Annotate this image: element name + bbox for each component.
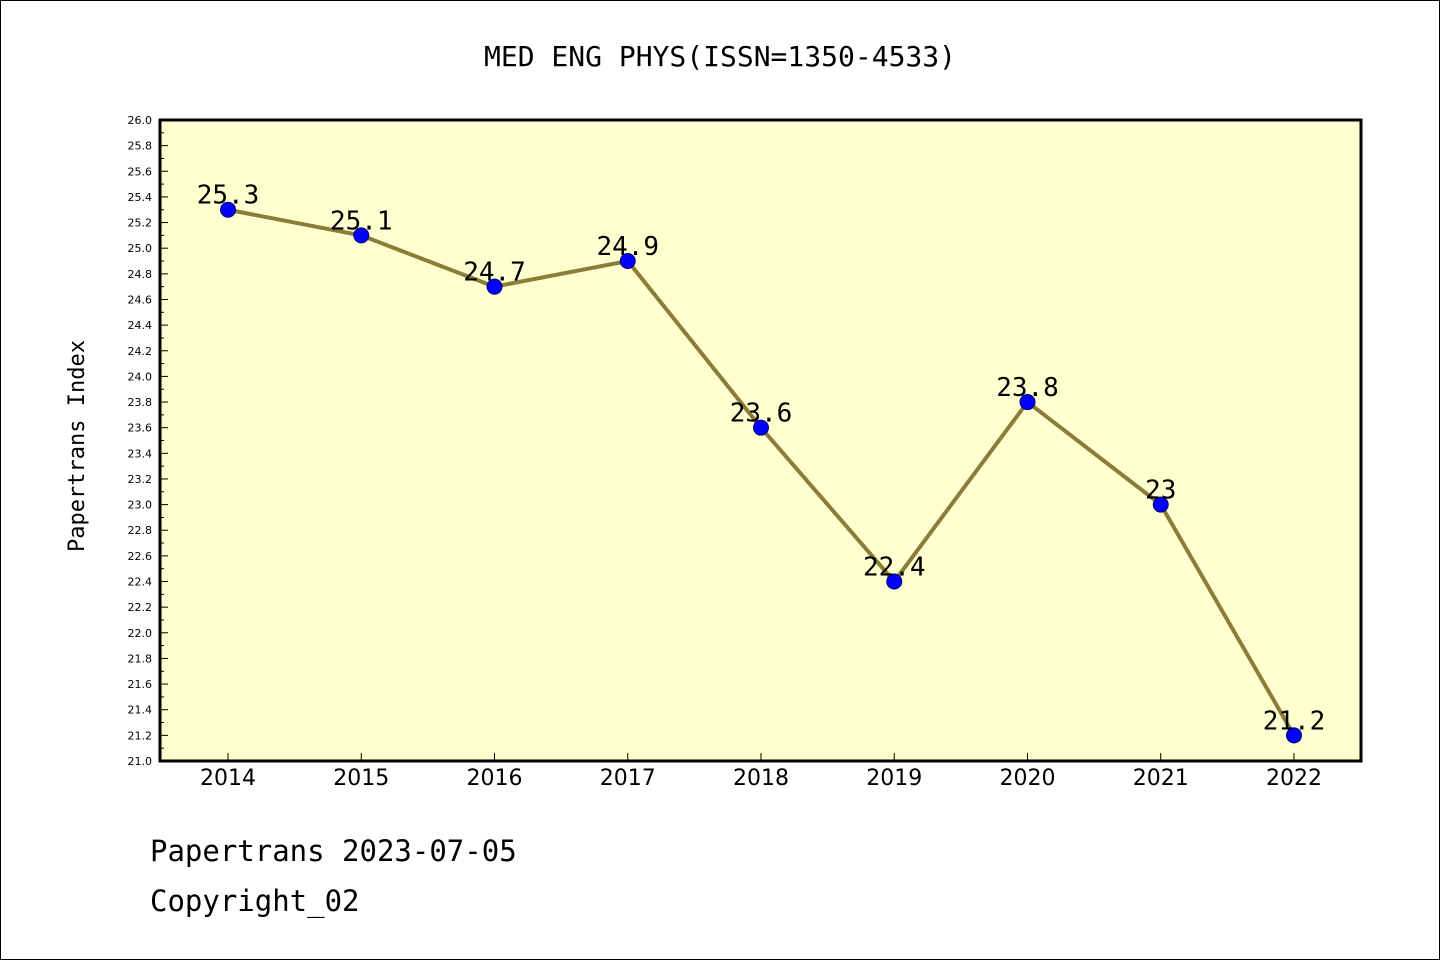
y-tick-label: 22.0 bbox=[128, 627, 153, 640]
y-tick-label: 21.2 bbox=[128, 729, 153, 742]
x-tick-label: 2015 bbox=[333, 766, 389, 791]
x-axis-ticks: 2014 2015 2016 2017 2018 2019 2020 2021 2022 bbox=[200, 753, 1322, 791]
y-tick-label: 25.0 bbox=[128, 242, 153, 255]
data-point bbox=[1019, 394, 1036, 411]
y-tick-label: 21.8 bbox=[128, 652, 153, 665]
y-tick-label: 24.4 bbox=[128, 319, 153, 332]
data-point bbox=[1152, 496, 1169, 513]
y-tick-label: 24.0 bbox=[128, 370, 153, 383]
x-tick-label: 2014 bbox=[200, 766, 256, 791]
y-tick-label: 25.4 bbox=[128, 191, 153, 204]
chart-title: MED ENG PHYS(ISSN=1350-4533) bbox=[484, 40, 956, 73]
y-tick-label: 25.6 bbox=[128, 165, 153, 178]
y-tick-label: 23.4 bbox=[128, 447, 153, 460]
y-tick-label: 21.4 bbox=[128, 704, 153, 717]
data-points bbox=[220, 201, 1302, 744]
data-point bbox=[753, 419, 769, 436]
x-tick-label: 2016 bbox=[467, 766, 523, 791]
y-tick-label: 21.0 bbox=[128, 755, 153, 768]
data-label: 25.1 bbox=[330, 206, 393, 236]
data-point bbox=[619, 253, 636, 270]
y-tick-label: 26.0 bbox=[128, 114, 153, 127]
y-tick-label: 24.2 bbox=[128, 345, 153, 358]
x-tick-label: 2021 bbox=[1133, 766, 1189, 791]
data-point bbox=[886, 573, 903, 590]
plot-area bbox=[160, 120, 1361, 761]
y-tick-label: 23.0 bbox=[128, 499, 153, 512]
x-tick-label: 2017 bbox=[600, 766, 656, 791]
footer-date: Papertrans 2023-07-05 bbox=[150, 834, 517, 868]
y-tick-label: 25.2 bbox=[128, 217, 153, 230]
footer-copyright: Copyright_02 bbox=[150, 884, 360, 918]
y-tick-label: 24.6 bbox=[128, 293, 153, 306]
data-label: 24.9 bbox=[596, 232, 659, 262]
data-point bbox=[1286, 727, 1302, 744]
data-label: 21.2 bbox=[1263, 706, 1326, 736]
y-tick-label: 24.8 bbox=[128, 268, 153, 281]
data-label: 23 bbox=[1145, 476, 1176, 506]
data-label: 23.8 bbox=[996, 373, 1059, 403]
y-tick-label: 23.8 bbox=[128, 396, 153, 409]
y-axis-ticks: 21.0 21.2 21.4 21.6 21.8 22.0 22.2 22.4 22.6 22.8… bbox=[128, 114, 168, 768]
y-tick-label: 21.6 bbox=[128, 678, 153, 691]
plot-border bbox=[158, 118, 1363, 763]
y-tick-label: 22.2 bbox=[128, 601, 153, 614]
y-tick-label: 25.8 bbox=[128, 140, 153, 153]
x-tick-label: 2019 bbox=[866, 766, 922, 791]
data-label: 23.6 bbox=[730, 399, 793, 429]
data-point bbox=[353, 227, 370, 244]
x-tick-label: 2022 bbox=[1266, 766, 1322, 791]
data-label: 24.7 bbox=[463, 258, 526, 288]
y-tick-label: 23.6 bbox=[128, 422, 153, 435]
data-label: 22.4 bbox=[863, 553, 926, 583]
x-tick-label: 2018 bbox=[733, 766, 789, 791]
data-label: 25.3 bbox=[197, 181, 260, 211]
data-point bbox=[220, 201, 236, 218]
y-tick-label: 22.6 bbox=[128, 550, 153, 563]
y-tick-label: 22.4 bbox=[128, 576, 153, 589]
y-axis-label: Papertrans Index bbox=[65, 340, 90, 552]
y-tick-label: 23.2 bbox=[128, 473, 153, 486]
x-tick-label: 2020 bbox=[1000, 766, 1056, 791]
data-point bbox=[486, 278, 503, 295]
data-labels: 25.3 25.1 24.7 24.9 23.6 22.4 23.8 23 21.2 bbox=[197, 181, 1326, 737]
y-tick-label: 22.8 bbox=[128, 524, 153, 537]
